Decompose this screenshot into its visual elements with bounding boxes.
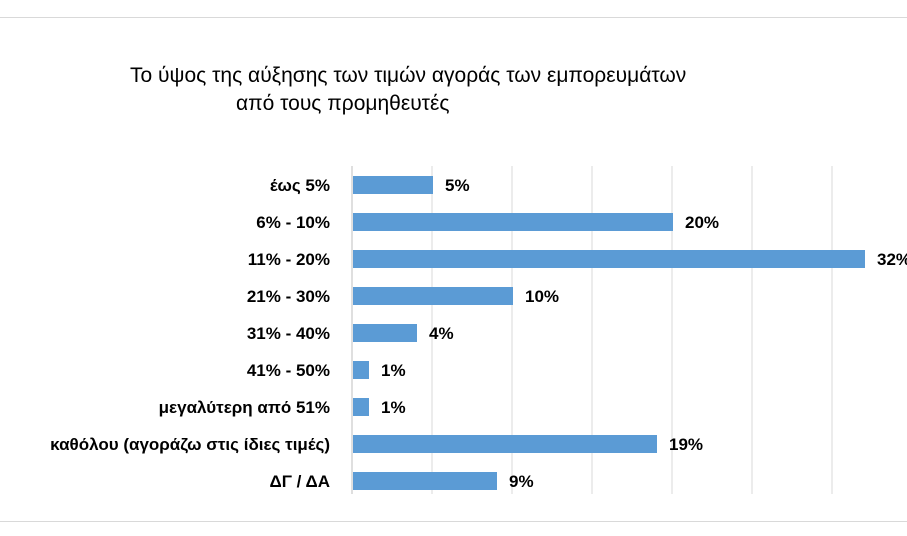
category-label: μεγαλύτερη από 51% [159, 398, 330, 417]
bar [353, 213, 673, 231]
data-label: 20% [685, 213, 719, 232]
bottom-border-line [0, 521, 907, 522]
bar [353, 250, 865, 268]
bar [353, 176, 433, 194]
bar [353, 324, 417, 342]
top-border-line [0, 17, 907, 18]
bar [353, 398, 369, 416]
data-label: 9% [509, 472, 534, 491]
category-label: έως 5% [270, 176, 330, 195]
bar [353, 361, 369, 379]
chart-title-line-1: Το ύψος της αύξησης των τιμών αγοράς των… [130, 64, 687, 87]
category-label: ΔΓ / ΔΑ [270, 472, 330, 491]
bar [353, 472, 497, 490]
data-label: 1% [381, 361, 406, 380]
chart-title-line-2: από τους προμηθευτές [236, 92, 450, 115]
category-label: 21% - 30% [247, 287, 330, 306]
bar [353, 287, 513, 305]
category-label: καθόλου (αγοράζω στις ίδιες τιμές) [50, 435, 330, 454]
bar [353, 435, 657, 453]
data-label: 4% [429, 324, 454, 343]
data-label: 19% [669, 435, 703, 454]
category-label: 11% - 20% [248, 250, 330, 269]
data-label: 1% [381, 398, 406, 417]
data-label: 5% [445, 176, 470, 195]
data-label: 10% [525, 287, 559, 306]
category-label: 41% - 50% [247, 361, 330, 380]
category-label: 31% - 40% [247, 324, 330, 343]
data-label: 32% [877, 250, 907, 269]
category-label: 6% - 10% [256, 213, 330, 232]
